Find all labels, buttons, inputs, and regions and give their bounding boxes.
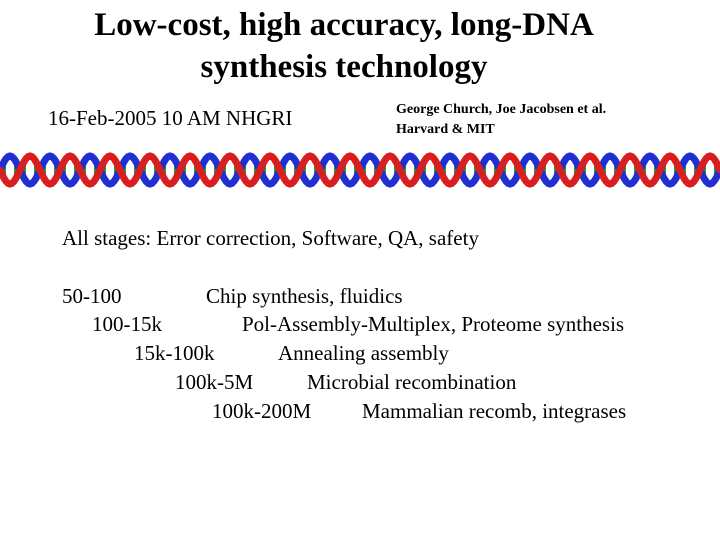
authors-names: George Church, Joe Jacobsen et al.: [396, 102, 607, 117]
size-range: 100k-200M: [212, 399, 312, 423]
date-venue: 16-Feb-2005 10 AM NHGRI: [48, 106, 293, 130]
method-description: Chip synthesis, fluidics: [206, 284, 403, 308]
title-line-1: Low-cost, high accuracy, long-DNA: [94, 7, 594, 43]
slide-title: Low-cost, high accuracy, long-DNA synthe…: [0, 4, 680, 88]
method-description: Annealing assembly: [278, 341, 449, 365]
helix-strand-red: [0, 152, 720, 188]
method-description: Pol-Assembly-Multiplex, Proteome synthes…: [242, 312, 625, 336]
dna-helix-banner: [0, 152, 720, 188]
method-description: Microbial recombination: [307, 370, 517, 394]
authors: George Church, Joe Jacobsen et al. Harva…: [396, 100, 606, 140]
size-range: 50-100: [62, 284, 122, 308]
authors-affiliation: Harvard & MIT: [396, 122, 495, 137]
title-line-2: synthesis technology: [200, 49, 488, 85]
size-range: 100-15k: [92, 312, 162, 336]
size-range: 100k-5M: [175, 370, 254, 394]
size-range: 15k-100k: [134, 341, 215, 365]
stages-note: All stages: Error correction, Software, …: [62, 226, 479, 250]
method-description: Mammalian recomb, integrases: [362, 399, 627, 423]
